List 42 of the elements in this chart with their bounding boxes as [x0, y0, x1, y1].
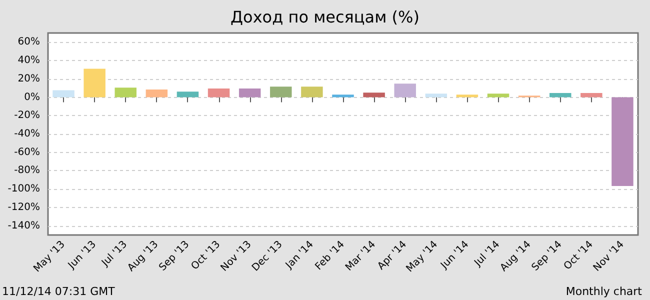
x-tick-label: Sep '13: [157, 239, 192, 274]
bar: [332, 94, 354, 98]
y-tick-label: -100%: [8, 184, 40, 195]
bar: [456, 94, 478, 98]
bar: [301, 86, 323, 98]
x-tick-label: Jan '14: [283, 239, 316, 272]
x-tick-label: Dec '13: [250, 239, 285, 274]
bar: [394, 84, 416, 98]
bar: [612, 97, 634, 186]
bar: [550, 92, 572, 98]
x-tick-label: Jul '14: [472, 239, 502, 270]
y-tick-label: 60%: [18, 36, 40, 48]
bar: [238, 88, 261, 98]
y-tick-label: -140%: [8, 220, 40, 232]
y-tick-label: 40%: [18, 55, 40, 66]
x-tick-label: Sep '14: [530, 239, 564, 274]
bar: [176, 92, 199, 98]
x-tick-label: Nov '14: [592, 239, 626, 274]
bar: [114, 88, 136, 98]
bar: [487, 94, 510, 98]
x-tick-label: Jul '13: [99, 239, 130, 270]
text: Monthly chart: [566, 285, 643, 298]
x-tick-label: Jun '14: [438, 239, 472, 272]
x-tick-label: Jun '13: [66, 239, 98, 272]
y-tick-label: -60%: [14, 146, 40, 158]
y-tick-label: -40%: [14, 128, 40, 140]
bar: [52, 90, 74, 98]
bar: [270, 86, 292, 98]
bar: [84, 68, 106, 98]
bar: [146, 90, 168, 98]
y-tick-label: -80%: [14, 165, 40, 176]
bar: [425, 94, 448, 98]
bar: [208, 88, 230, 98]
bar: [363, 92, 385, 98]
y-tick-label: 0%: [24, 92, 40, 103]
y-tick-label: 20%: [18, 73, 40, 84]
y-tick-label: -120%: [8, 202, 40, 213]
text: 11/12/14 07:31 GMT: [2, 285, 116, 298]
chart-title: Доход по месяцам (%): [230, 8, 420, 26]
bar: [580, 92, 602, 98]
y-tick-label: -20%: [14, 110, 40, 122]
x-tick-label: Mar '14: [344, 239, 378, 274]
